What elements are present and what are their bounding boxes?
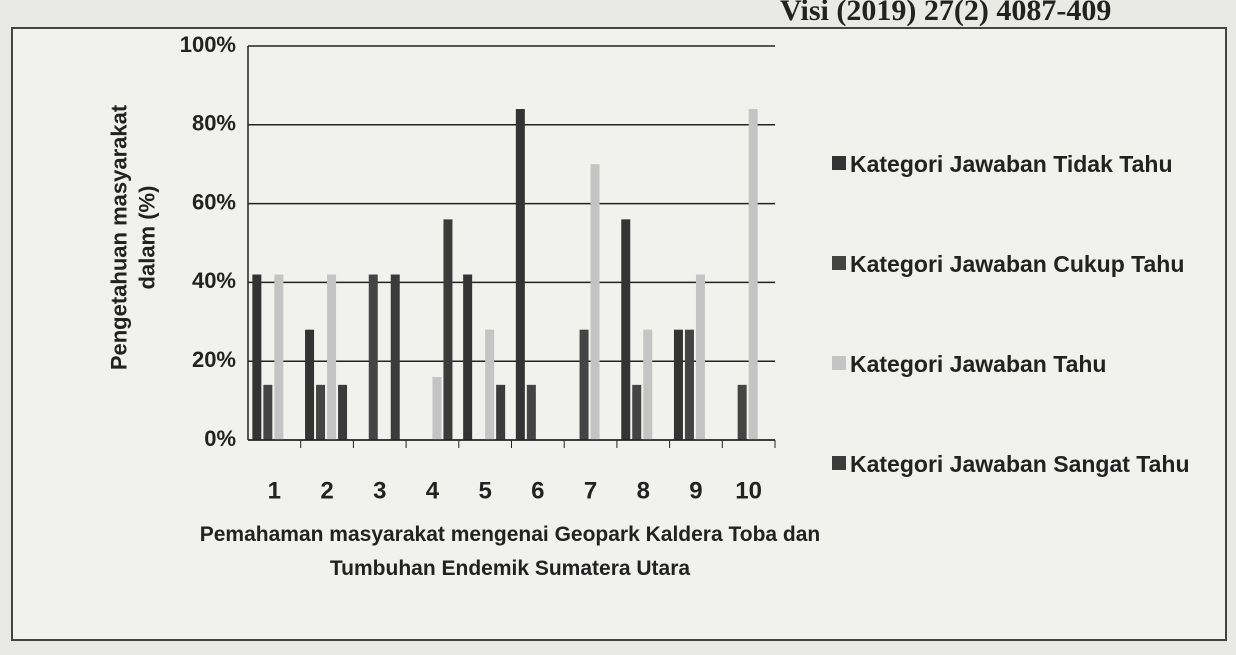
bar (432, 376, 442, 440)
bar (632, 384, 642, 440)
bar (463, 274, 473, 440)
x-axis-label: Pemahaman masyarakat mengenai Geopark Ka… (199, 523, 821, 580)
legend-label: Kategori Jawaban Cukup Tahu (850, 251, 1185, 277)
header: Visi (2019) 27(2) 4087-409 (780, 0, 1112, 27)
bar (684, 329, 694, 440)
y-tick-label: 80% (192, 111, 236, 136)
bar (515, 109, 525, 440)
bar (673, 329, 683, 440)
bar (368, 274, 378, 440)
bar (737, 384, 747, 440)
x-tick-label: 4 (426, 477, 440, 504)
bar (263, 384, 273, 440)
x-tick-label: 3 (373, 477, 386, 504)
bar (590, 164, 600, 440)
bar (338, 384, 348, 440)
y-tick-label: 20% (192, 347, 236, 372)
bar (579, 329, 589, 440)
legend-marker (832, 156, 846, 170)
bar (748, 109, 758, 440)
legend-marker (832, 256, 846, 270)
legend-label: Kategori Jawaban Sangat Tahu (850, 451, 1190, 477)
bar (252, 274, 262, 440)
bar (274, 274, 284, 440)
x-tick-label: 7 (584, 477, 597, 504)
legend-marker (832, 356, 846, 370)
legend-marker (832, 456, 846, 470)
bar (390, 274, 400, 440)
bar (496, 384, 506, 440)
y-tick-label: 100% (180, 32, 236, 57)
bar (327, 274, 337, 440)
y-tick-label: 40% (192, 268, 236, 293)
bar (621, 219, 631, 440)
bar (443, 219, 453, 440)
bar (485, 329, 495, 440)
bar (305, 329, 315, 440)
chart-frame (11, 27, 1227, 641)
x-tick-label: 6 (531, 477, 544, 504)
bar (643, 329, 653, 440)
x-tick-label: 8 (637, 477, 650, 504)
x-tick-label: 10 (735, 477, 762, 504)
bar (526, 384, 536, 440)
legend-label: Kategori Jawaban Tidak Tahu (850, 151, 1173, 177)
x-tick-label: 9 (689, 477, 702, 504)
y-axis-label: Pengetahuan masyarakat dalam (%) (106, 104, 160, 371)
legend-label: Kategori Jawaban Tahu (850, 351, 1107, 377)
x-tick-label: 5 (478, 477, 491, 504)
bar (316, 384, 326, 440)
y-tick-label: 60% (192, 189, 236, 214)
x-tick-label: 1 (268, 477, 281, 504)
y-tick-label: 0% (204, 426, 236, 451)
x-tick-label: 2 (320, 477, 333, 504)
bar (695, 274, 705, 440)
